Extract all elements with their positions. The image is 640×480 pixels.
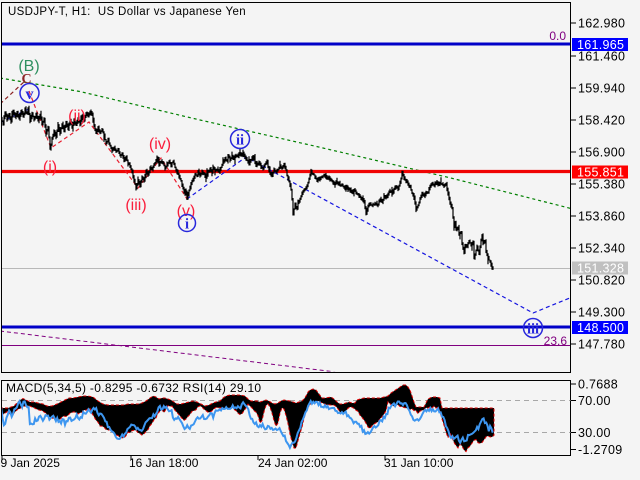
svg-text:162.980: 162.980 [578, 17, 625, 31]
svg-text:i: i [185, 217, 189, 233]
svg-text:0.7688: 0.7688 [578, 378, 618, 392]
svg-text:147.780: 147.780 [578, 338, 625, 352]
svg-text:161.965: 161.965 [577, 38, 624, 52]
svg-text:16 Jan 18:00: 16 Jan 18:00 [129, 456, 199, 470]
svg-text:24 Jan 02:00: 24 Jan 02:00 [258, 456, 328, 470]
svg-text:70.00: 70.00 [578, 394, 611, 408]
svg-text:-1.2709: -1.2709 [578, 443, 623, 457]
svg-text:C: C [21, 72, 31, 87]
svg-text:(B): (B) [18, 58, 39, 75]
svg-text:148.500: 148.500 [577, 321, 624, 335]
svg-text:158.420: 158.420 [578, 114, 625, 128]
svg-text:(i): (i) [43, 159, 57, 176]
svg-text:156.900: 156.900 [578, 146, 625, 160]
svg-text:(ii): (ii) [68, 108, 86, 125]
svg-text:155.380: 155.380 [578, 178, 625, 192]
svg-text:USDJPY-T, H1: US Dollar vs Ja: USDJPY-T, H1: US Dollar vs Japanese Yen [8, 6, 246, 18]
svg-text:159.940: 159.940 [578, 82, 625, 96]
svg-text:155.851: 155.851 [577, 166, 624, 180]
svg-text:v: v [26, 86, 34, 103]
svg-text:MACD(5,34,5) -0.8295 -0.6732 R: MACD(5,34,5) -0.8295 -0.6732 RSI(14) 29.… [6, 381, 261, 395]
svg-text:(iv): (iv) [149, 136, 171, 153]
svg-text:30.00: 30.00 [578, 426, 611, 440]
svg-text:151.328: 151.328 [577, 262, 624, 276]
svg-text:152.340: 152.340 [578, 242, 625, 256]
svg-text:31 Jan 10:00: 31 Jan 10:00 [384, 456, 454, 470]
svg-text:iii: iii [527, 322, 539, 338]
svg-text:0.0: 0.0 [549, 29, 566, 43]
svg-text:(iii): (iii) [125, 197, 146, 214]
svg-text:161.460: 161.460 [578, 50, 625, 64]
svg-text:149.300: 149.300 [578, 306, 625, 320]
svg-text:23.6: 23.6 [544, 334, 568, 348]
svg-text:153.860: 153.860 [578, 210, 625, 224]
svg-text:ii: ii [236, 133, 244, 149]
svg-text:150.820: 150.820 [578, 274, 625, 288]
svg-text:9 Jan 2025: 9 Jan 2025 [1, 456, 61, 470]
